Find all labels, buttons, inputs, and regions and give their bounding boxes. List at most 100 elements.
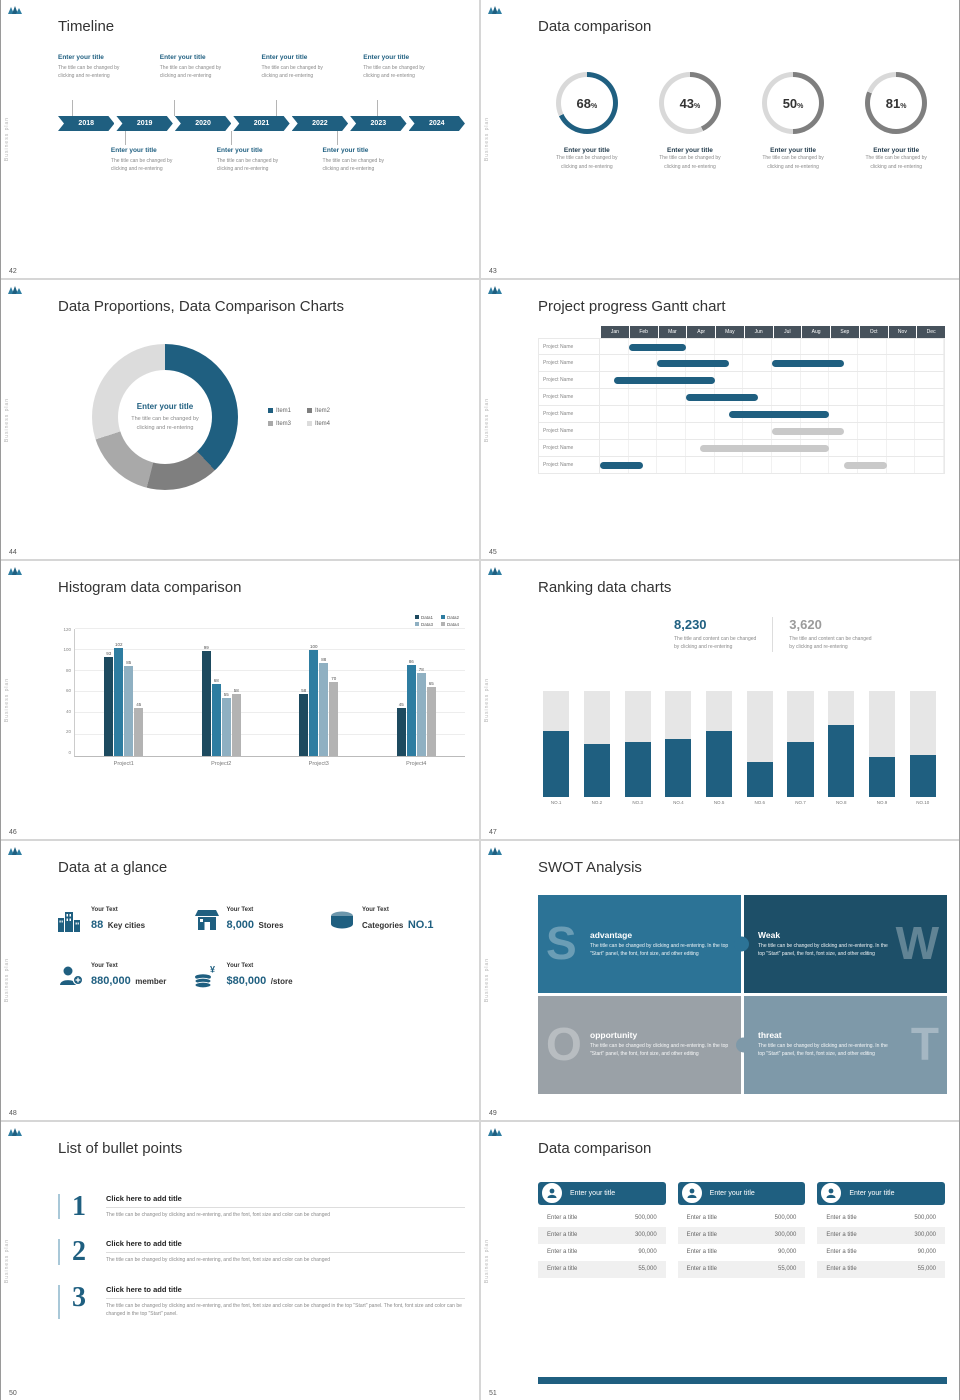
swot-opportunity[interactable]: O opportunity The title can be changed b…: [538, 995, 741, 1094]
gantt-row[interactable]: Project Name: [538, 372, 945, 390]
card-row[interactable]: Enter a title 500,000: [817, 1210, 945, 1227]
gantt-bar[interactable]: [772, 428, 844, 436]
gantt-bar[interactable]: [772, 360, 844, 368]
timeline-year[interactable]: 2018: [58, 116, 114, 131]
card-row[interactable]: Enter a title 90,000: [678, 1244, 806, 1261]
stat-stores[interactable]: Your Text 8,000 Stores: [194, 907, 330, 933]
slide-50[interactable]: Business plan List of bullet points 1 Cli…: [1, 1121, 479, 1400]
ranking-column[interactable]: NO.3: [619, 691, 655, 809]
stat-primary[interactable]: 8,230 The title and content can be chang…: [658, 616, 774, 652]
slide-48[interactable]: Business plan Data at a glance Your Text…: [1, 841, 479, 1120]
swot-advantage[interactable]: S advantage The title can be changed by …: [538, 895, 741, 993]
timeline-year[interactable]: 2021: [233, 116, 289, 131]
ranking-column[interactable]: NO.1: [538, 691, 574, 809]
ranking-column[interactable]: NO.4: [660, 691, 696, 809]
legend-item[interactable]: Item2: [307, 408, 330, 414]
stat-categories[interactable]: Your Text Categories NO.1: [329, 907, 465, 933]
gantt-bar[interactable]: [729, 411, 830, 419]
stat-revenue[interactable]: ¥ Your Text $80,000 /store: [194, 963, 330, 989]
gantt-row[interactable]: Project Name: [538, 338, 945, 356]
bullet-title[interactable]: Click here to add title: [106, 1239, 465, 1254]
bullet-item[interactable]: 3 Click here to add title The title can be…: [58, 1275, 465, 1329]
slide-51[interactable]: Business plan Data comparison Enter your…: [481, 1121, 959, 1400]
histogram-group[interactable]: 93 102 85 45 Project1: [104, 629, 144, 767]
stat-members[interactable]: Your Text 880,000 member: [58, 963, 194, 989]
donut-chart[interactable]: Enter your title The title can be change…: [92, 344, 238, 491]
bullet-title[interactable]: Click here to add title: [106, 1194, 465, 1208]
legend-item[interactable]: Item1: [268, 408, 291, 414]
timeline-entry[interactable]: Enter your title The title can be changed…: [217, 131, 315, 173]
swot-weakness[interactable]: W Weak The title can be changed by click…: [744, 895, 947, 993]
card-row[interactable]: Enter a title 90,000: [538, 1244, 666, 1261]
card-row[interactable]: Enter a title 300,000: [677, 1226, 806, 1244]
ranking-column[interactable]: NO.9: [864, 691, 900, 809]
stat-secondary[interactable]: 3,620 The title and content can be chang…: [773, 617, 887, 652]
timeline-year[interactable]: 2024: [409, 116, 465, 131]
timeline-year[interactable]: 2023: [350, 116, 406, 131]
legend-item[interactable]: Data1: [414, 615, 433, 620]
timeline-entry[interactable]: Enter your title The title can be changed…: [262, 54, 364, 116]
stat-key-cities[interactable]: Your Text 88 Key cities: [58, 907, 194, 933]
card-row[interactable]: Enter a title 55,000: [817, 1260, 946, 1278]
slide-49[interactable]: Business plan SWOT Analysis S advantage …: [481, 841, 959, 1120]
data-card[interactable]: Enter your title Enter a title 500,000 Ente…: [538, 1181, 666, 1384]
gantt-row[interactable]: Project Name: [538, 423, 945, 441]
histogram-group[interactable]: 45 86 78 65 Project4: [396, 629, 436, 767]
slide-46[interactable]: Business plan Histogram data comparison …: [1, 560, 479, 840]
timeline-year[interactable]: 2022: [292, 116, 348, 131]
data-card[interactable]: Enter your title Enter a title 500,000 Ente…: [677, 1181, 806, 1384]
gantt-row[interactable]: Project Name: [538, 389, 945, 407]
gantt-row[interactable]: Project Name: [538, 355, 945, 373]
timeline-entry[interactable]: Enter your title The title can be changed…: [58, 54, 160, 116]
ranking-column[interactable]: NO.5: [701, 691, 737, 809]
donut-progress-stat[interactable]: 81% Enter your title The title can be chan…: [847, 72, 945, 171]
timeline-entry[interactable]: Enter your title The title can be changed…: [160, 54, 262, 116]
bullet-title[interactable]: Click here to add title: [106, 1285, 465, 1299]
gantt-bar[interactable]: [843, 462, 887, 470]
gantt-bar[interactable]: [700, 445, 830, 453]
card-row[interactable]: Enter a title 300,000: [817, 1226, 946, 1244]
legend-item[interactable]: Item3: [268, 421, 291, 427]
ranking-column[interactable]: NO.7: [782, 691, 818, 809]
timeline-year[interactable]: 2020: [175, 116, 231, 131]
gantt-row[interactable]: Project Name: [538, 406, 945, 424]
gantt-bar[interactable]: [600, 462, 643, 470]
timeline-entry[interactable]: Enter your title The title can be changed…: [111, 131, 209, 173]
donut-progress-stat[interactable]: 50% Enter your title The title can be chan…: [744, 72, 842, 171]
gantt-row[interactable]: Project Name: [538, 440, 945, 458]
slide-45[interactable]: Business plan Project progress Gantt cha…: [481, 280, 959, 559]
bullet-item[interactable]: 1 Click here to add title The title can be…: [58, 1184, 465, 1230]
card-row[interactable]: Enter a title 55,000: [538, 1260, 666, 1278]
ranking-column[interactable]: NO.2: [579, 691, 615, 809]
ranking-column[interactable]: NO.8: [823, 691, 859, 809]
gantt-bar[interactable]: [686, 394, 758, 402]
timeline-entry[interactable]: Enter your title The title can be changed…: [363, 54, 465, 116]
slide-43[interactable]: Business plan Data comparison 68% Enter y…: [481, 0, 959, 279]
card-row[interactable]: Enter a title 90,000: [817, 1244, 945, 1261]
slide-42[interactable]: Business plan Timeline Enter your title T…: [1, 0, 479, 279]
donut-progress-stat[interactable]: 43% Enter your title The title can be chan…: [641, 72, 739, 171]
gantt-bar[interactable]: [614, 377, 715, 385]
ranking-column[interactable]: NO.10: [905, 691, 941, 809]
legend-item[interactable]: Data2: [440, 615, 459, 620]
card-row[interactable]: Enter a title 55,000: [677, 1260, 806, 1278]
gantt-bar[interactable]: [657, 360, 729, 368]
histogram-group[interactable]: 99 68 55 58 Project2: [201, 629, 241, 767]
swot-threat[interactable]: T threat The title can be changed by cli…: [744, 995, 947, 1094]
histogram-group[interactable]: 58 100 88 70 Project3: [299, 629, 339, 767]
gantt-row[interactable]: Project Name: [538, 457, 945, 475]
card-row[interactable]: Enter a title 300,000: [538, 1226, 666, 1244]
timeline-year[interactable]: 2019: [116, 116, 172, 131]
bullet-item[interactable]: 2 Click here to add title The title can be…: [58, 1229, 465, 1275]
gantt-bar[interactable]: [628, 344, 686, 352]
slide-47[interactable]: Business plan Ranking data charts 8,230 …: [481, 560, 959, 840]
legend-item[interactable]: Data4: [440, 622, 459, 627]
legend-item[interactable]: Item4: [307, 421, 330, 427]
slide-44[interactable]: Business plan Data Proportions, Data Com…: [1, 280, 479, 559]
card-row[interactable]: Enter a title 500,000: [678, 1210, 806, 1227]
legend-item[interactable]: Data3: [414, 622, 433, 627]
timeline-entry[interactable]: Enter your title The title can be changed…: [323, 131, 421, 173]
ranking-column[interactable]: NO.6: [742, 691, 778, 809]
data-card[interactable]: Enter your title Enter a title 500,000 Ente…: [817, 1181, 946, 1384]
card-row[interactable]: Enter a title 500,000: [538, 1210, 666, 1227]
